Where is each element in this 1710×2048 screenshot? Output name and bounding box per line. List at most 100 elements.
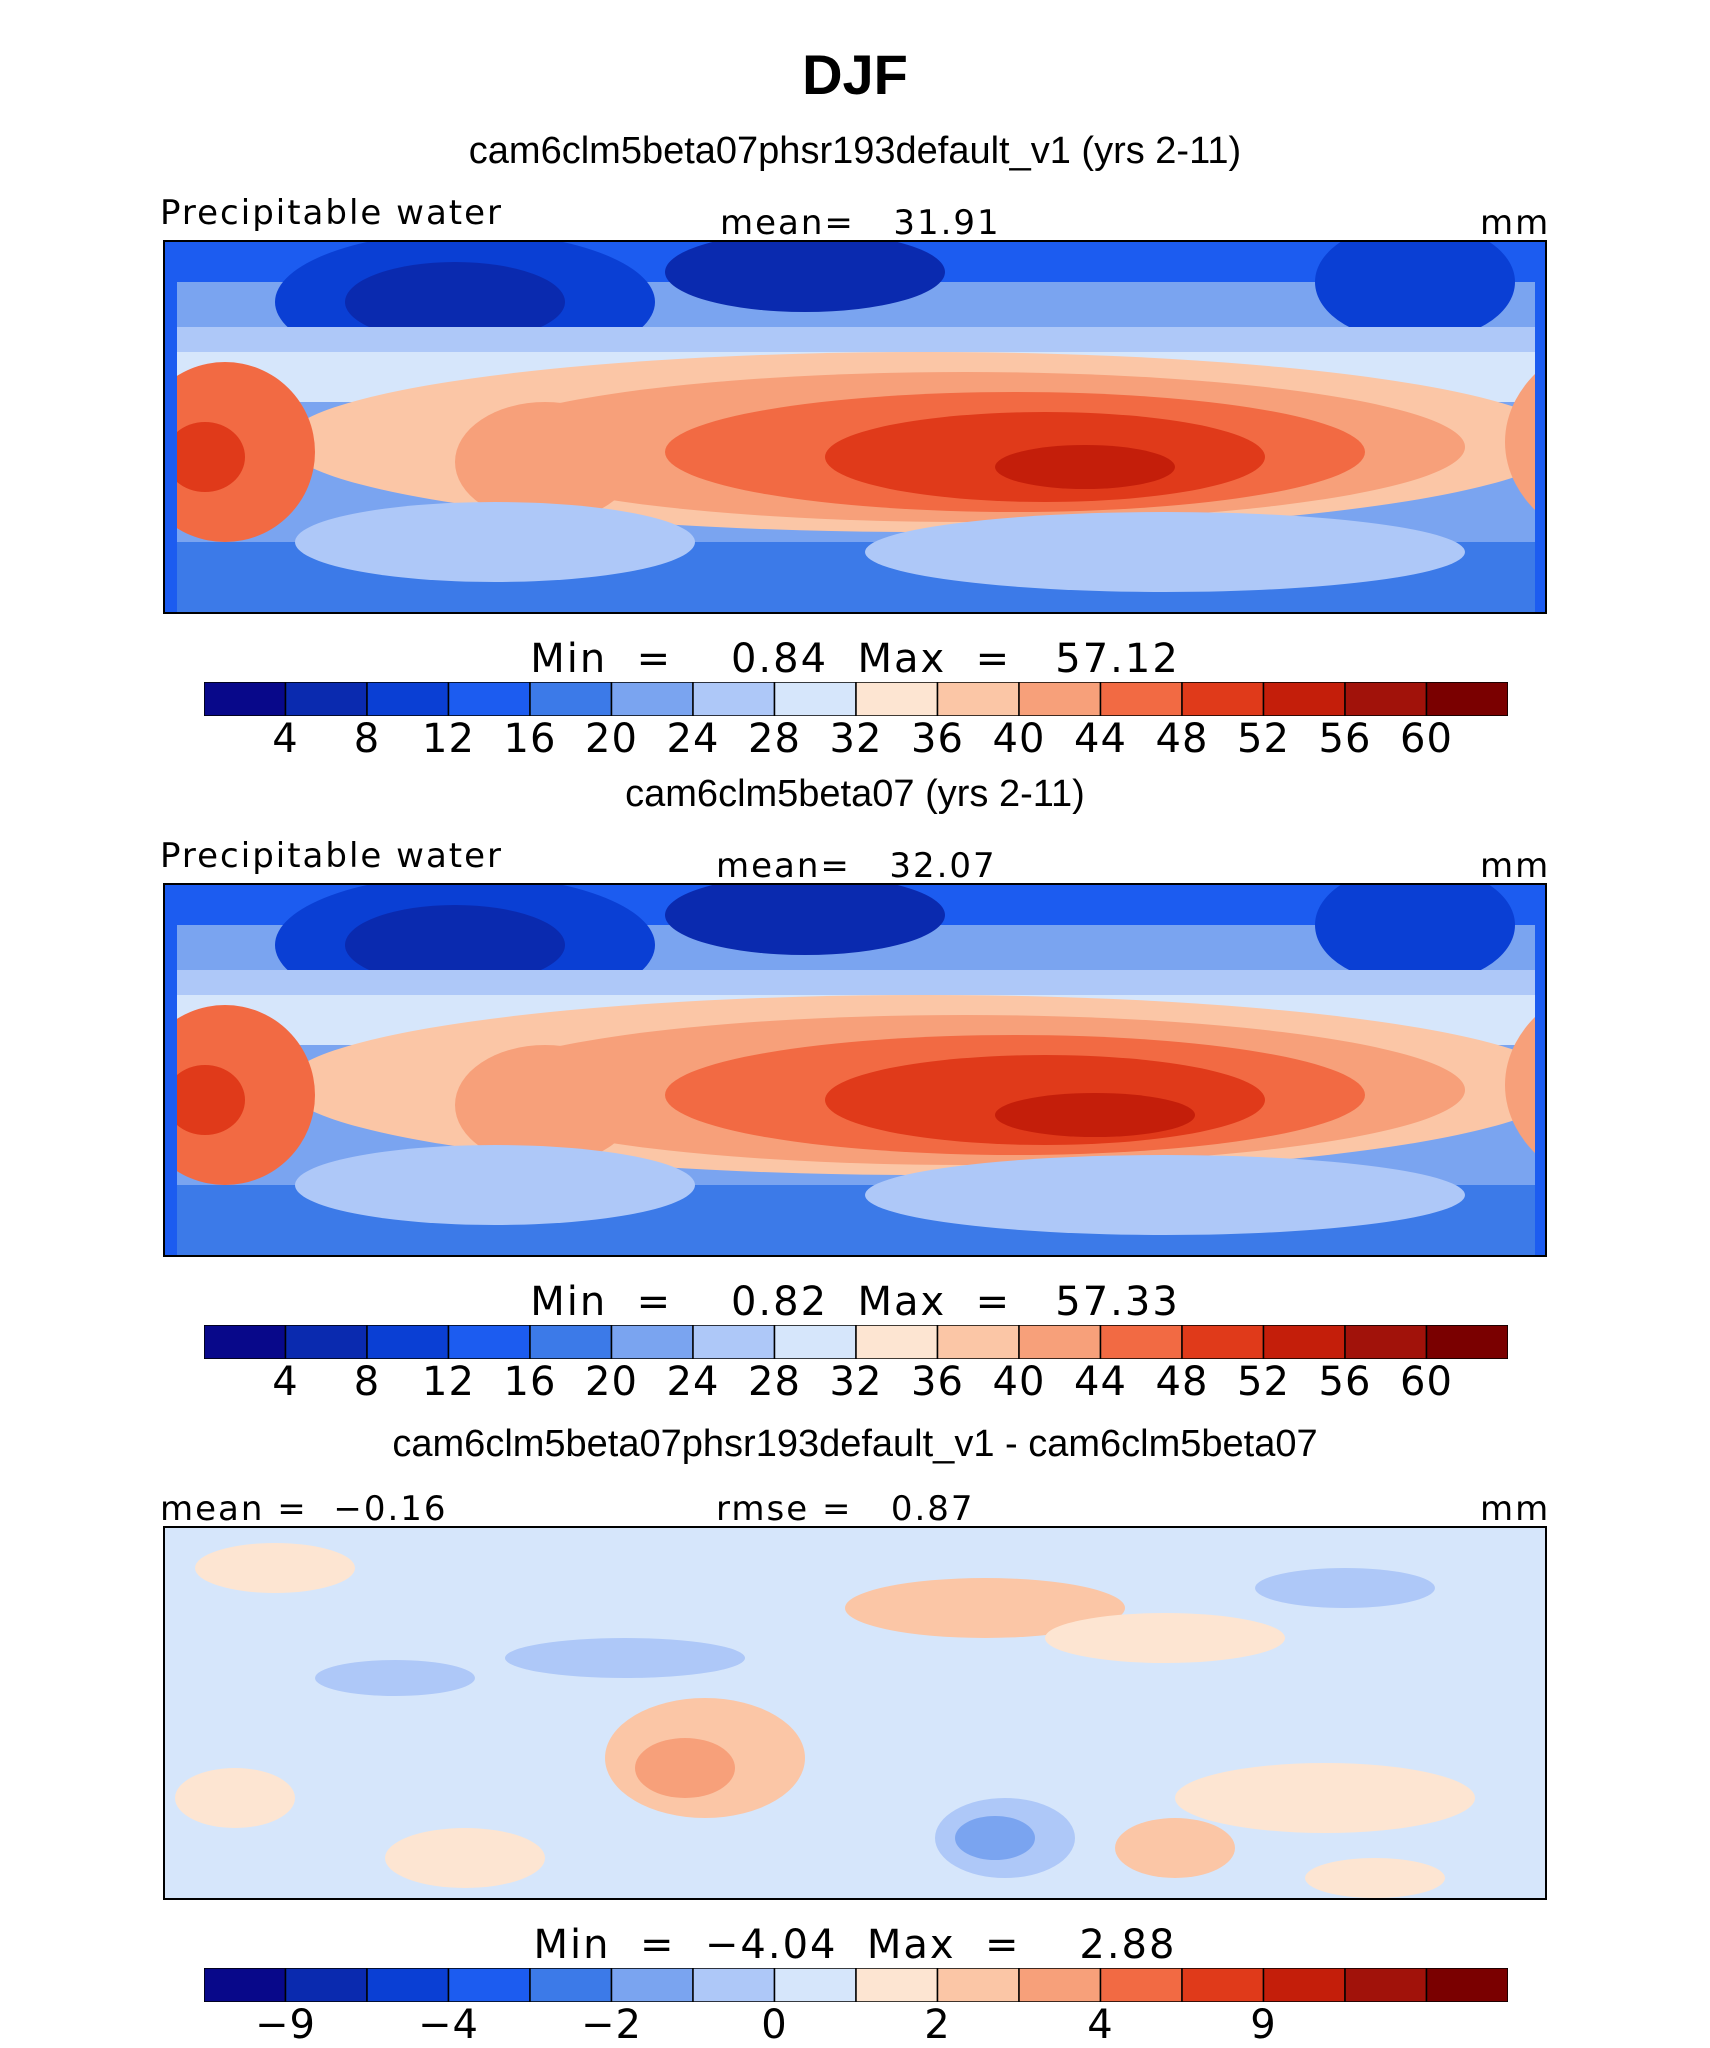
colorbar-swatch <box>610 1968 694 2002</box>
colorbar-tick-label: 8 <box>353 716 381 762</box>
variable-label-1: Precipitable water <box>160 193 504 233</box>
colorbar-swatch <box>773 682 857 716</box>
map-field-3 <box>165 1528 1545 1898</box>
colorbar-swatch <box>1262 682 1346 716</box>
colorbar-tick-label: 9 <box>1250 2002 1277 2048</box>
minmax-label-1: Min = 0.84 Max = 57.12 <box>530 636 1180 682</box>
colorbar-swatch <box>284 1968 368 2002</box>
panel-title-2: cam6clm5beta07 (yrs 2-11) <box>625 773 1085 815</box>
colorbar-swatch <box>1099 1325 1183 1359</box>
colorbar-swatch <box>936 1325 1020 1359</box>
colorbar-tick-label: 40 <box>992 1359 1046 1405</box>
colorbar-tick-label: 44 <box>1074 1359 1127 1405</box>
colorbar-tick-label: 12 <box>422 1359 475 1405</box>
colorbar-tick-label: 28 <box>748 1359 801 1405</box>
colorbar-tick-label: 32 <box>829 1359 883 1405</box>
colorbar-swatch <box>1425 682 1508 716</box>
colorbar-swatch <box>1099 682 1183 716</box>
units-label-2: mm <box>1480 846 1551 886</box>
mean-label-2: mean= 32.07 <box>716 846 997 886</box>
colorbar-tick-label: 60 <box>1400 1359 1453 1405</box>
colorbar-swatch <box>284 1325 368 1359</box>
colorbar-tick-label: 12 <box>422 716 475 762</box>
colorbar-swatch <box>284 682 368 716</box>
colorbar-swatch <box>1344 682 1428 716</box>
colorbar-swatch <box>1425 1968 1508 2002</box>
colorbar-swatch <box>692 682 776 716</box>
colorbar-tick-label: 60 <box>1400 716 1453 762</box>
colorbar-swatch <box>529 1325 613 1359</box>
colorbar-tick-label: 28 <box>748 716 801 762</box>
colorbar-swatch <box>447 1325 531 1359</box>
colorbar-swatch <box>855 1325 939 1359</box>
colorbar-tick-label: 4 <box>272 716 299 762</box>
map-panel-2 <box>163 883 1547 1257</box>
colorbar-swatch <box>366 1968 450 2002</box>
mean-label-3: mean = −0.16 <box>160 1489 448 1529</box>
colorbar-tick-label: 52 <box>1237 716 1290 762</box>
panel-title-3: cam6clm5beta07phsr193default_v1 - cam6cl… <box>392 1423 1318 1465</box>
colorbar-swatch <box>1344 1968 1428 2002</box>
colorbar-swatch <box>1181 682 1265 716</box>
colorbar-tick-label: 48 <box>1155 716 1209 762</box>
panel-title-1: cam6clm5beta07phsr193default_v1 (yrs 2-1… <box>468 130 1242 172</box>
units-label-3: mm <box>1480 1489 1551 1529</box>
colorbar-tick-label: 24 <box>666 716 720 762</box>
map-panel-1 <box>163 240 1547 614</box>
colorbar-tick-label: 44 <box>1074 716 1127 762</box>
colorbar-ticks-3: −9 −4 −2 0 2 4 9 <box>204 2002 1508 2048</box>
map-field-2 <box>165 885 1545 1255</box>
colorbar-tick-label: 4 <box>272 1359 299 1405</box>
colorbar-swatch <box>692 1325 776 1359</box>
colorbar-swatch <box>204 1968 287 2002</box>
colorbar-tick-label: −2 <box>581 2002 642 2048</box>
colorbar-swatch <box>1181 1968 1265 2002</box>
colorbar-swatch <box>855 682 939 716</box>
colorbar-tick-label: −9 <box>255 2002 316 2048</box>
colorbar-swatch <box>366 682 450 716</box>
colorbar-tick-label: 36 <box>911 716 964 762</box>
colorbar-swatch <box>1099 1968 1183 2002</box>
colorbar-swatch <box>936 1968 1020 2002</box>
colorbar-swatch <box>447 1968 531 2002</box>
colorbar-tick-label: 16 <box>503 1359 557 1405</box>
main-title: DJF <box>802 43 908 106</box>
colorbar-swatch <box>1344 1325 1428 1359</box>
colorbar-swatch <box>1425 1325 1508 1359</box>
colorbar-3 <box>204 1968 1508 2002</box>
colorbar-tick-label: 56 <box>1318 716 1372 762</box>
colorbar-swatch <box>529 1968 613 2002</box>
colorbar-1 <box>204 682 1508 716</box>
map-field-1 <box>165 242 1545 612</box>
colorbar-swatch <box>936 682 1020 716</box>
minmax-label-3: Min = −4.04 Max = 2.88 <box>533 1922 1177 1968</box>
colorbar-tick-label: 52 <box>1237 1359 1290 1405</box>
colorbar-tick-label: 2 <box>924 2002 951 2048</box>
colorbar-tick-label: 40 <box>992 716 1046 762</box>
colorbar-ticks-1: 4 8 12 16 20 24 28 32 36 40 44 48 52 56 60 <box>204 716 1508 762</box>
colorbar-swatch <box>610 682 694 716</box>
colorbar-tick-label: 4 <box>1087 2002 1114 2048</box>
colorbar-tick-label: 20 <box>585 1359 638 1405</box>
variable-label-2: Precipitable water <box>160 836 504 876</box>
colorbar-tick-label: 48 <box>1155 1359 1209 1405</box>
colorbar-swatch <box>529 682 613 716</box>
colorbar-tick-label: 0 <box>761 2002 788 2048</box>
colorbar-swatch <box>204 682 287 716</box>
colorbar-swatch <box>1018 1968 1102 2002</box>
colorbar-tick-label: 20 <box>585 716 638 762</box>
colorbar-ticks-2: 4 8 12 16 20 24 28 32 36 40 44 48 52 56 60 <box>204 1359 1508 1405</box>
colorbar-swatch <box>1018 682 1102 716</box>
units-label-1: mm <box>1480 203 1551 243</box>
colorbar-swatch <box>773 1968 857 2002</box>
colorbar-swatch <box>1018 1325 1102 1359</box>
colorbar-tick-label: −4 <box>418 2002 479 2048</box>
colorbar-swatch <box>1181 1325 1265 1359</box>
colorbar-tick-label: 16 <box>503 716 557 762</box>
colorbar-tick-label: 24 <box>666 1359 720 1405</box>
colorbar-tick-label: 56 <box>1318 1359 1372 1405</box>
colorbar-swatch <box>1262 1968 1346 2002</box>
colorbar-swatch <box>610 1325 694 1359</box>
colorbar-swatch <box>447 682 531 716</box>
colorbar-swatch <box>692 1968 776 2002</box>
